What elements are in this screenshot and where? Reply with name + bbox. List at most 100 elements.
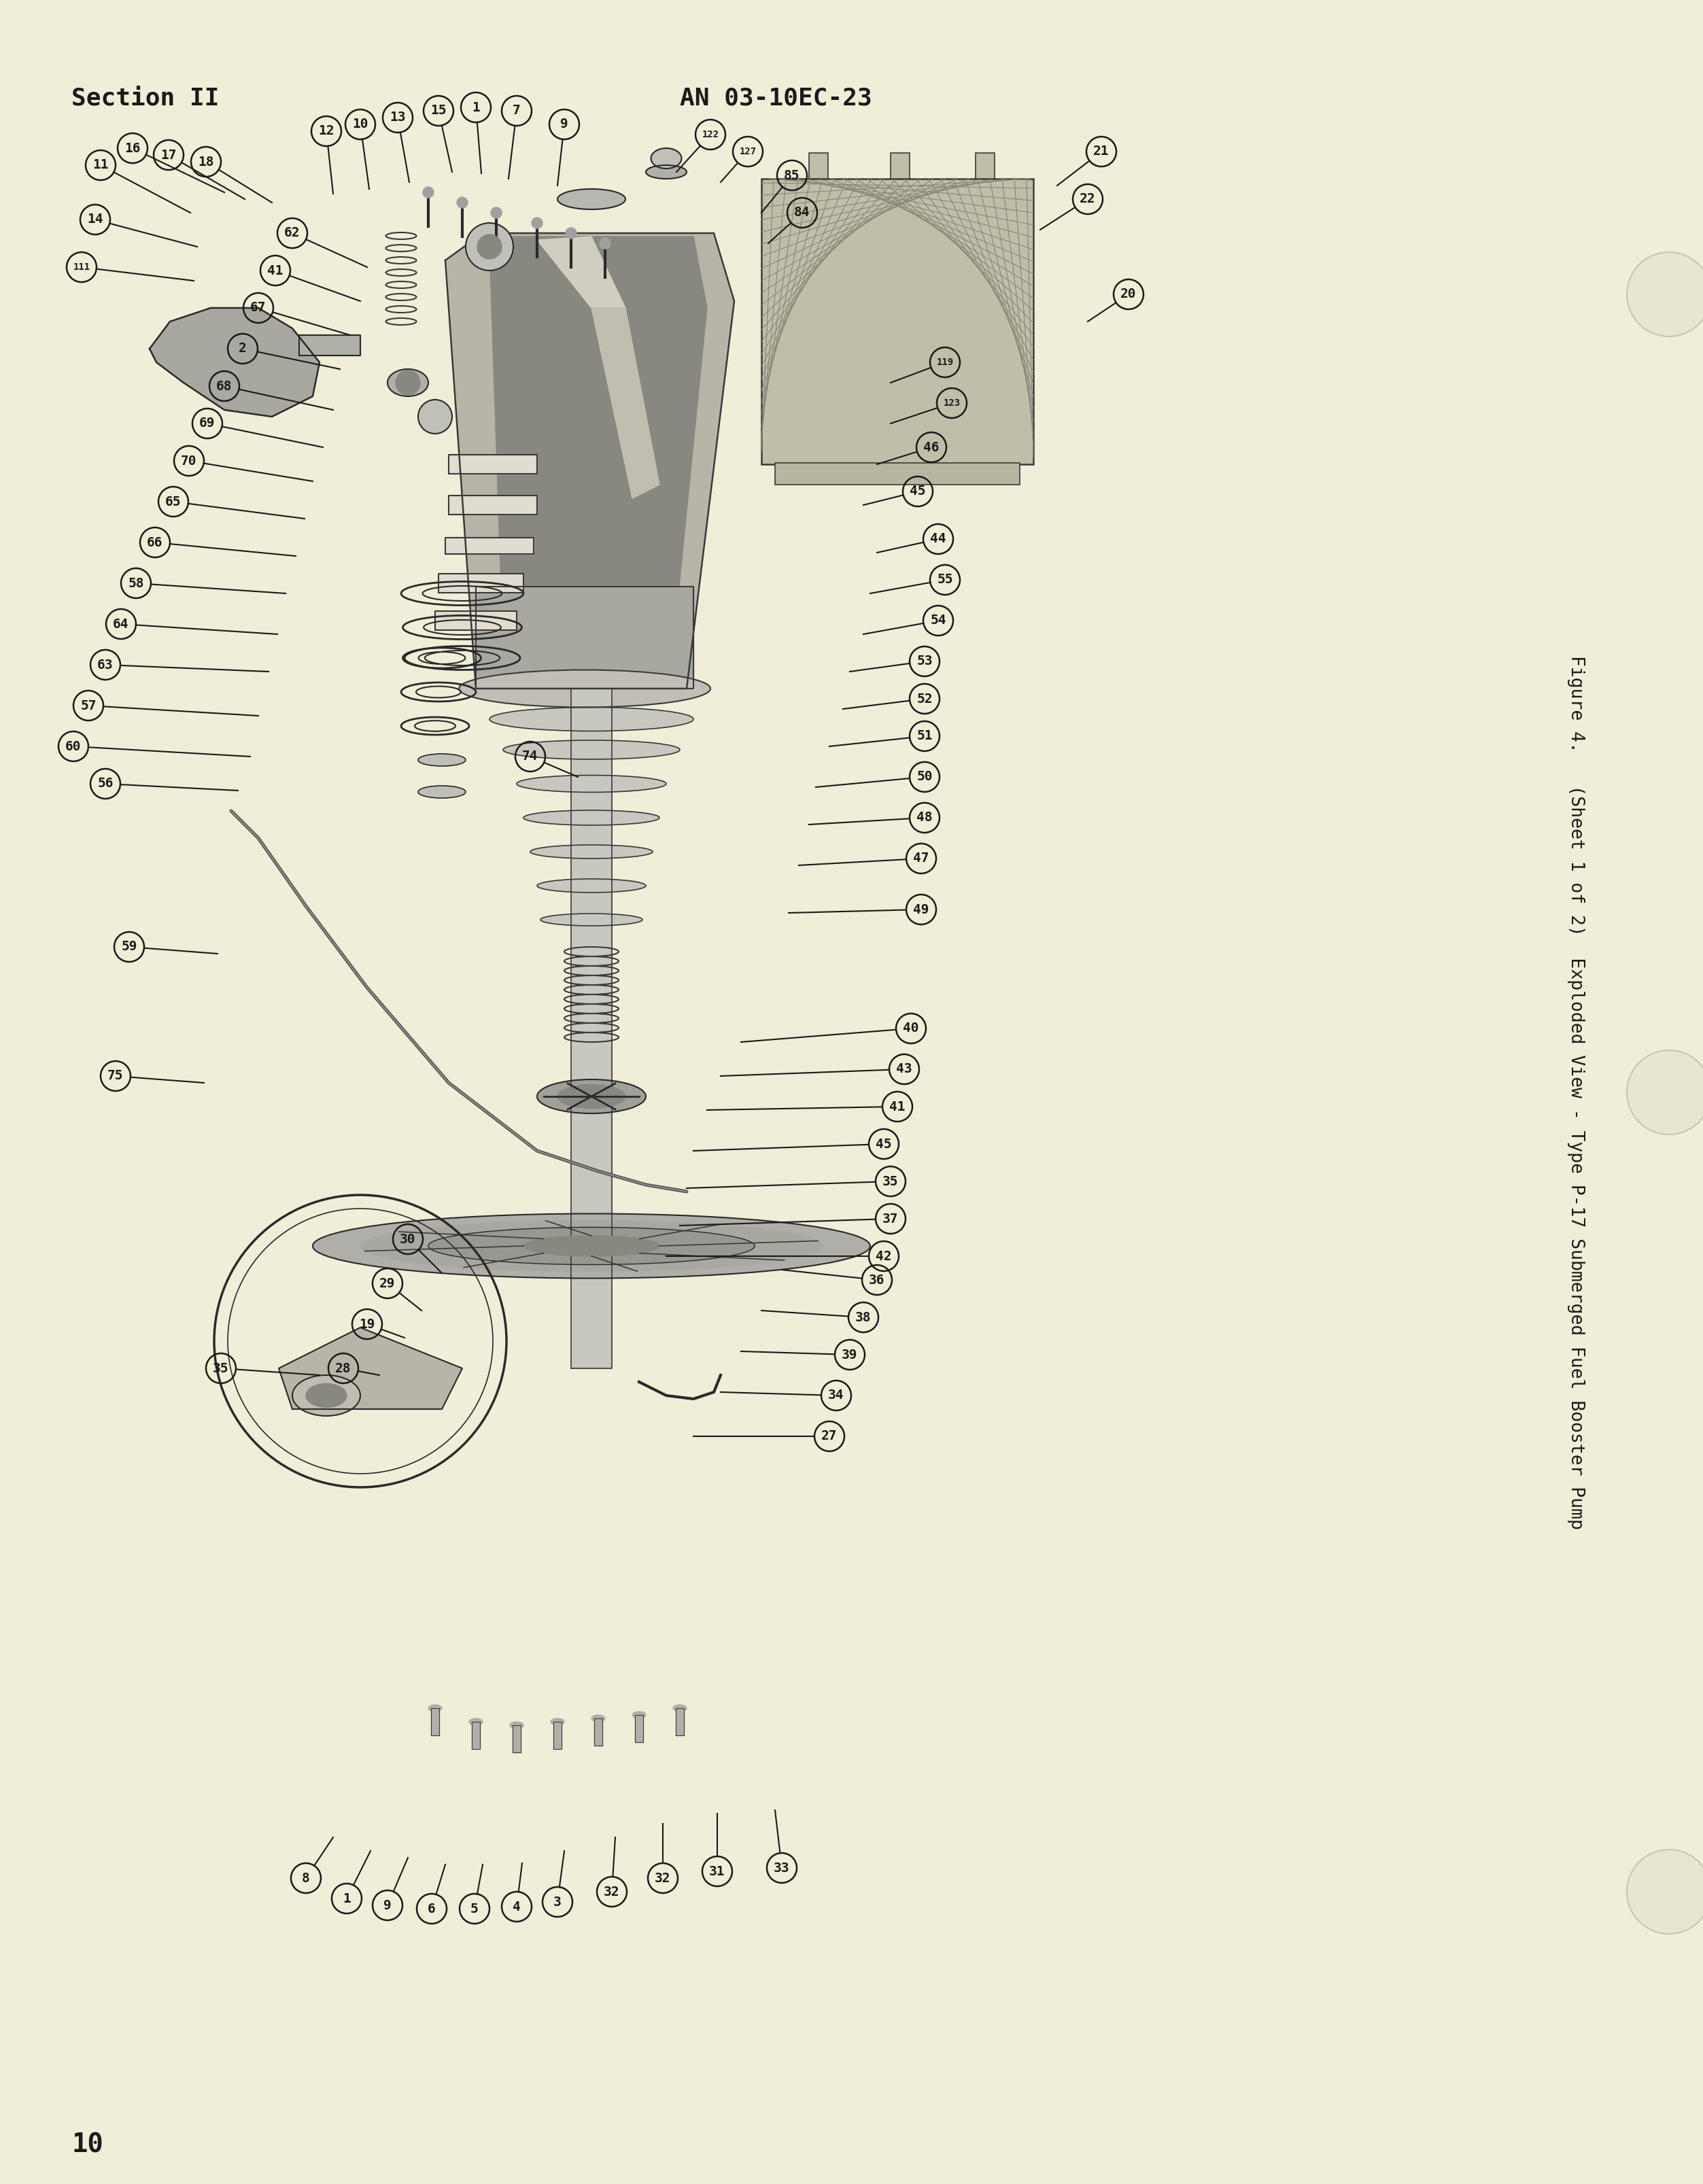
Ellipse shape: [307, 1385, 347, 1406]
Text: 21: 21: [1093, 144, 1109, 157]
Ellipse shape: [523, 810, 659, 826]
Text: 41: 41: [267, 264, 283, 277]
Polygon shape: [472, 1721, 480, 1749]
Ellipse shape: [540, 913, 642, 926]
Polygon shape: [300, 334, 361, 356]
Text: 3: 3: [553, 1896, 562, 1909]
Circle shape: [565, 227, 577, 238]
Text: 4: 4: [513, 1900, 521, 1913]
Polygon shape: [489, 236, 707, 649]
Text: 36: 36: [869, 1273, 886, 1286]
Bar: [976, 153, 995, 179]
Text: 33: 33: [773, 1861, 790, 1874]
Ellipse shape: [427, 1227, 754, 1265]
Text: 70: 70: [181, 454, 198, 467]
Text: 18: 18: [198, 155, 215, 168]
Polygon shape: [676, 1708, 685, 1736]
Ellipse shape: [550, 1719, 564, 1725]
Polygon shape: [553, 1721, 562, 1749]
Text: 48: 48: [916, 810, 933, 823]
Circle shape: [1626, 251, 1703, 336]
Text: 58: 58: [128, 577, 145, 590]
Bar: [761, 179, 1034, 465]
Text: 35: 35: [213, 1363, 228, 1374]
Circle shape: [531, 218, 543, 229]
Text: 56: 56: [97, 778, 114, 791]
Text: 15: 15: [431, 105, 446, 118]
Text: 9: 9: [383, 1898, 392, 1911]
Text: 5: 5: [470, 1902, 479, 1915]
Polygon shape: [448, 454, 536, 474]
Text: 35: 35: [882, 1175, 899, 1188]
Text: 9: 9: [560, 118, 569, 131]
Polygon shape: [434, 612, 516, 631]
Text: 39: 39: [841, 1348, 858, 1361]
Text: 51: 51: [916, 729, 933, 743]
Text: 111: 111: [73, 262, 90, 271]
Bar: [775, 463, 1020, 485]
Polygon shape: [513, 1725, 521, 1752]
Polygon shape: [571, 688, 611, 1369]
Text: 38: 38: [855, 1310, 872, 1324]
Text: AN 03-10EC-23: AN 03-10EC-23: [679, 87, 872, 109]
Text: 53: 53: [916, 655, 933, 668]
Polygon shape: [279, 1328, 462, 1409]
Polygon shape: [591, 308, 659, 498]
Circle shape: [465, 223, 513, 271]
Text: 119: 119: [937, 358, 954, 367]
Text: 68: 68: [216, 380, 232, 393]
Text: 66: 66: [146, 535, 163, 548]
Circle shape: [395, 371, 421, 395]
Text: 10: 10: [353, 118, 368, 131]
Text: 57: 57: [80, 699, 97, 712]
Circle shape: [1626, 1051, 1703, 1133]
Text: 40: 40: [903, 1022, 920, 1035]
Text: 49: 49: [913, 902, 930, 915]
Text: 30: 30: [400, 1232, 416, 1245]
Circle shape: [422, 188, 434, 199]
Ellipse shape: [516, 775, 666, 793]
Polygon shape: [444, 234, 734, 688]
Ellipse shape: [509, 1721, 523, 1728]
Text: 54: 54: [930, 614, 947, 627]
Ellipse shape: [419, 753, 465, 767]
Circle shape: [419, 400, 451, 435]
Text: 123: 123: [943, 397, 960, 408]
Ellipse shape: [645, 166, 686, 179]
Text: 67: 67: [250, 301, 266, 314]
Ellipse shape: [427, 1706, 441, 1712]
Ellipse shape: [536, 1079, 645, 1114]
Circle shape: [490, 207, 502, 218]
Ellipse shape: [293, 1376, 361, 1415]
Ellipse shape: [502, 740, 679, 760]
Text: 34: 34: [828, 1389, 845, 1402]
Ellipse shape: [458, 670, 710, 708]
Ellipse shape: [632, 1712, 645, 1719]
Text: 122: 122: [702, 129, 719, 140]
Text: 64: 64: [112, 618, 129, 631]
Text: 65: 65: [165, 496, 181, 509]
Polygon shape: [150, 308, 320, 417]
Text: 47: 47: [913, 852, 930, 865]
Text: 75: 75: [107, 1070, 124, 1083]
Text: 1: 1: [342, 1891, 351, 1904]
Text: 85: 85: [783, 168, 800, 181]
Text: 45: 45: [875, 1138, 892, 1151]
Text: Figure 4.   (Sheet 1 of 2)  Exploded View - Type P-17 Submerged Fuel Booster Pum: Figure 4. (Sheet 1 of 2) Exploded View -…: [1567, 655, 1585, 1529]
Text: 29: 29: [380, 1278, 395, 1291]
Text: 14: 14: [87, 214, 104, 225]
Text: 7: 7: [513, 105, 521, 118]
Circle shape: [456, 197, 468, 207]
Text: 50: 50: [916, 771, 933, 784]
Text: 6: 6: [427, 1902, 436, 1915]
Text: 60: 60: [65, 740, 82, 753]
Text: 28: 28: [335, 1363, 351, 1374]
Text: 74: 74: [523, 749, 538, 762]
Text: 62: 62: [284, 227, 300, 240]
Text: 52: 52: [916, 692, 933, 705]
Ellipse shape: [651, 149, 681, 168]
Ellipse shape: [591, 1714, 605, 1721]
Text: 55: 55: [937, 574, 954, 585]
Bar: [891, 153, 909, 179]
Polygon shape: [431, 1708, 439, 1736]
